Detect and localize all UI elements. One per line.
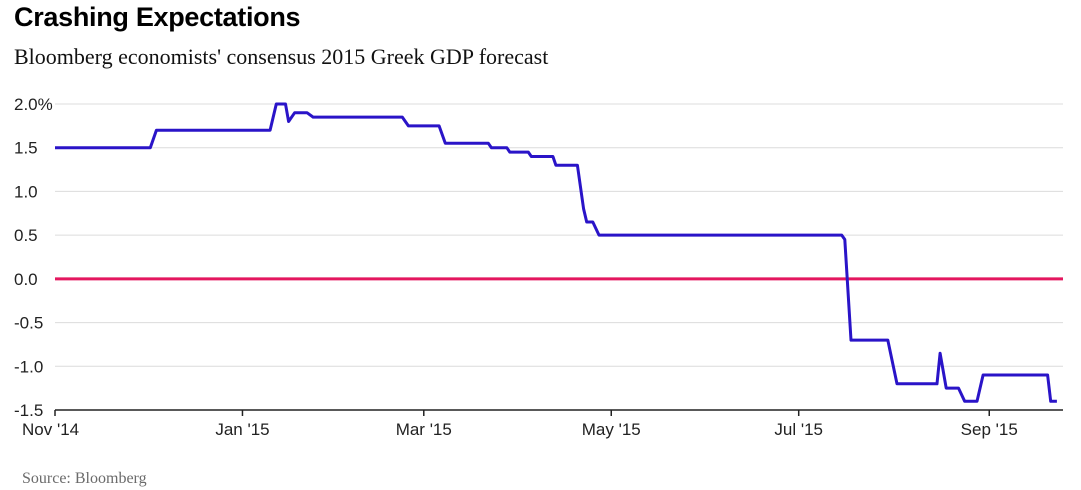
grid-lines: [55, 103, 1063, 367]
y-tick-label: -0.5: [14, 314, 43, 333]
y-tick-label: 0.5: [14, 226, 38, 245]
x-axis: Nov '14 Jan '15 Mar '15 May '15 Jul '15 Sep '…: [22, 409, 1063, 439]
y-axis-ticks: 2.0% 1.5 1.0 0.5 0.0 -0.5 -1.0 -1.5: [14, 95, 53, 420]
chart-title: Crashing Expectations: [14, 2, 301, 32]
line-chart: 2.0% 1.5 1.0 0.5 0.0 -0.5 -1.0 -1.5 Nov '14 Jan …: [14, 95, 1063, 439]
x-tick-label: Jul '15: [774, 420, 823, 439]
y-tick-label: 1.5: [14, 139, 38, 158]
series-lines: [55, 102, 1057, 403]
y-tick-label: 0.0: [14, 270, 38, 289]
x-tick-label: Mar '15: [396, 420, 452, 439]
source-note: Source: Bloomberg: [22, 470, 147, 487]
x-tick-label: Sep '15: [961, 420, 1018, 439]
x-tick-label: Nov '14: [22, 420, 79, 439]
forecast-series-line: [55, 102, 1057, 403]
x-tick-label: Jan '15: [215, 420, 269, 439]
x-tick-label: May '15: [582, 420, 641, 439]
y-tick-label: 1.0: [14, 182, 38, 201]
y-tick-label: -1.0: [14, 357, 43, 376]
y-tick-label: -1.5: [14, 401, 43, 420]
chart-subtitle: Bloomberg economists' consensus 2015 Gre…: [14, 44, 549, 69]
y-tick-label: 2.0%: [14, 95, 53, 114]
